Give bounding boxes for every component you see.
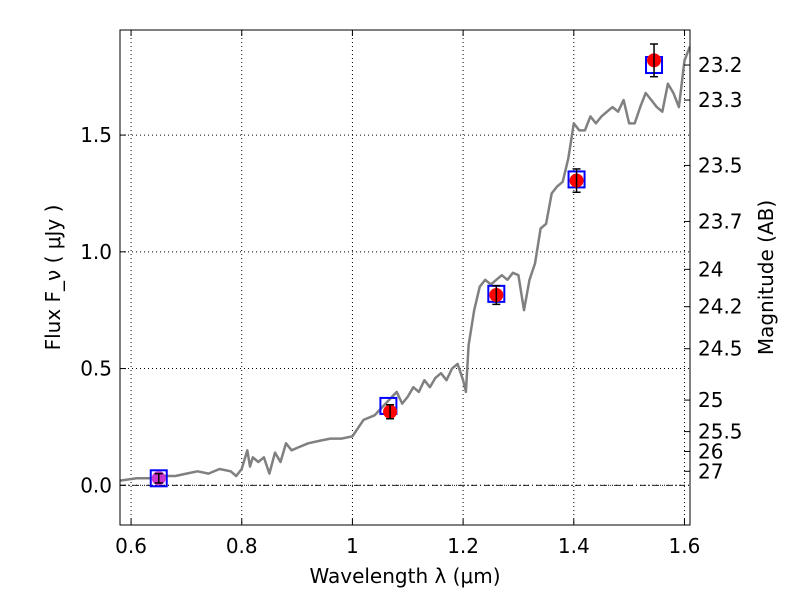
x-tick-label: 1.2 [447, 534, 479, 558]
grid-lines [120, 30, 690, 525]
x-axis-title: Wavelength λ (μm) [309, 564, 500, 588]
model-spectrum-line [120, 45, 690, 482]
y2-tick-label: 25.5 [698, 420, 743, 444]
y-tick-label: 0.0 [80, 473, 112, 497]
y2-tick-label: 25 [698, 388, 723, 412]
x-tick-label: 1.4 [558, 534, 590, 558]
y2-tick-label: 24.2 [698, 295, 743, 319]
y2-tick-label: 27 [698, 459, 723, 483]
filter-square-marker [149, 469, 168, 488]
x-tick-label: 0.8 [226, 534, 258, 558]
y-tick-label: 1.5 [80, 123, 112, 147]
x-tick-label: 1.6 [669, 534, 701, 558]
y2-tick-label: 24.5 [698, 337, 743, 361]
y2-tick-label: 23.5 [698, 153, 743, 177]
y-tick-label: 0.5 [80, 357, 112, 381]
y2-tick-label: 23.7 [698, 209, 743, 233]
plot-area [120, 43, 690, 488]
right-axis-title: Magnitude (AB) [754, 200, 778, 355]
x-tick-label: 0.6 [115, 534, 147, 558]
y2-tick-label: 23.3 [698, 88, 743, 112]
y2-tick-label: 26 [698, 439, 723, 463]
plot-frame [119, 29, 691, 526]
x-tick-label: 1 [346, 534, 359, 558]
y-axis-title: Flux F_ν ( μJy ) [41, 205, 65, 351]
y2-tick-label: 23.2 [698, 53, 743, 77]
y-tick-label: 1.0 [80, 240, 112, 264]
axis-ticks: 0.6 0.8 1 1.2 1.4 1.6 0.0 0.5 1.0 1.5 23.2 23.3 23.5… [80, 30, 743, 558]
y2-tick-label: 24 [698, 257, 723, 281]
